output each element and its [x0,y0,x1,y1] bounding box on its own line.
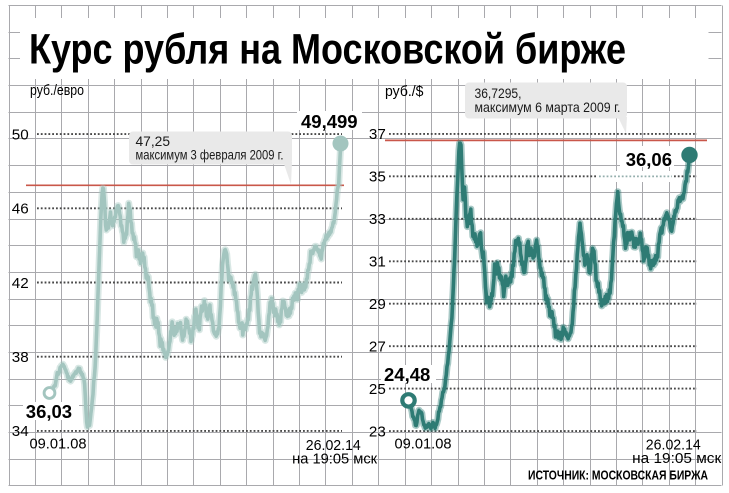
svg-text:36,03: 36,03 [26,401,72,422]
svg-text:47,25: 47,25 [136,134,171,149]
svg-text:руб./евро: руб./евро [30,82,84,99]
svg-text:36,7295,: 36,7295, [475,86,522,101]
svg-text:ИСТОЧНИК: МОСКОВСКАЯ БИРЖА: ИСТОЧНИК: МОСКОВСКАЯ БИРЖА [528,468,708,483]
svg-text:31: 31 [369,254,386,271]
svg-text:максимум 6 марта 2009 г.: максимум 6 марта 2009 г. [475,100,621,115]
svg-text:24,48: 24,48 [384,364,430,385]
svg-text:25: 25 [369,381,386,398]
svg-text:максимум 3 февраля 2009 г.: максимум 3 февраля 2009 г. [136,148,284,163]
svg-text:50: 50 [12,126,29,143]
svg-text:29: 29 [369,296,386,313]
svg-text:46: 46 [12,201,29,218]
svg-text:37: 37 [369,126,386,143]
svg-text:09.01.08: 09.01.08 [30,436,87,453]
svg-text:23: 23 [369,423,386,440]
svg-text:Курс рубля на Московской бирже: Курс рубля на Московской бирже [29,26,626,74]
svg-text:42: 42 [12,275,29,292]
svg-text:34: 34 [12,423,29,440]
svg-text:33: 33 [369,211,386,228]
svg-text:49,499: 49,499 [301,111,358,132]
svg-text:36,06: 36,06 [626,149,672,170]
svg-text:35: 35 [369,169,386,186]
svg-text:09.01.08: 09.01.08 [395,436,452,453]
svg-text:на 19:05 мск: на 19:05 мск [292,451,377,468]
svg-text:на 19:05 мск: на 19:05 мск [632,450,721,467]
svg-text:26.02.14: 26.02.14 [646,437,701,454]
svg-text:38: 38 [12,349,29,366]
svg-text:руб./$: руб./$ [385,83,424,100]
svg-text:26.02.14: 26.02.14 [306,437,361,454]
svg-text:27: 27 [369,339,386,356]
